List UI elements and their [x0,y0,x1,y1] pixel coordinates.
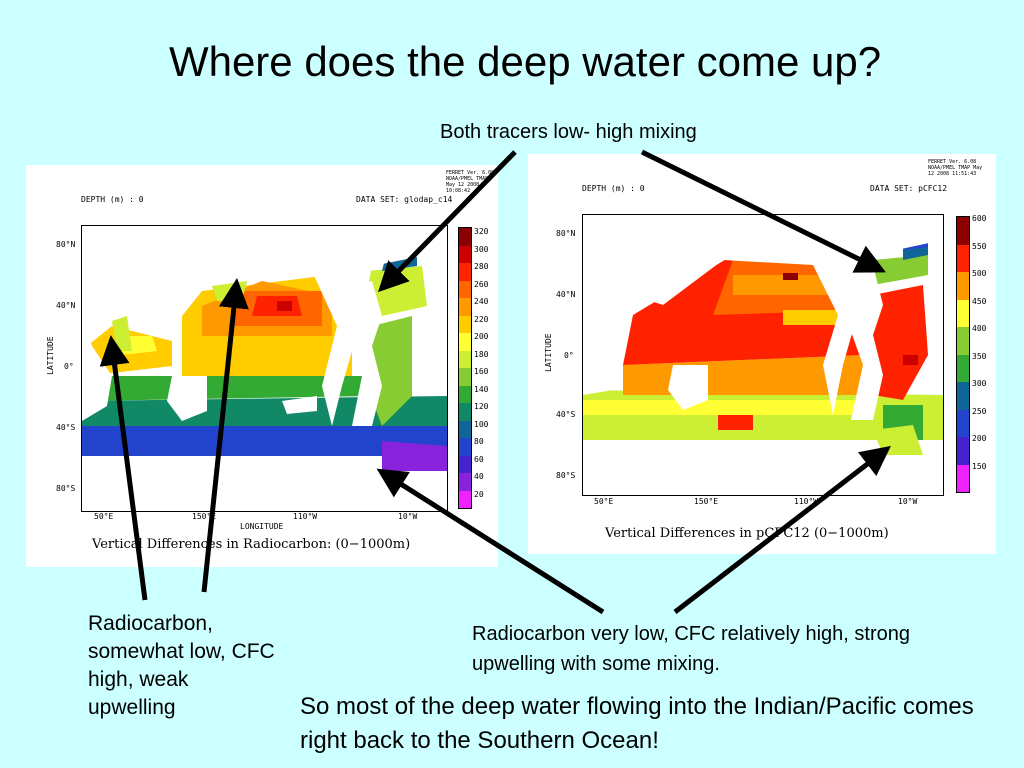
radiocarbon-colorbar [458,227,472,509]
ferret-info: FERRET Ver. 6.08 NOAA/PMEL TMAP May 12 2… [446,170,495,194]
lat-tick: 40°N [556,290,576,299]
lat-tick: 80°N [56,240,76,249]
lon-tick: 10°W [398,512,418,521]
depth-label: DEPTH (m) : 0 [81,195,144,204]
dataset-label: DATA SET: pCFC12 [870,184,948,193]
arrow-left-2 [201,278,249,593]
cfc12-caption: Vertical Differences in pCFC12 (0−1000m) [605,526,889,541]
colorbar-label: 200 [972,434,987,443]
lon-tick: 150°E [694,497,719,506]
lat-tick: 80°S [56,484,76,493]
lon-tick: 150°E [192,512,217,521]
colorbar-label: 200 [474,332,489,341]
colorbar-label: 350 [972,351,987,361]
colorbar-label: 300 [972,379,987,388]
colorbar-label: 400 [972,324,987,333]
ferret-info: FERRET Ver. 6.08 NOAA/PMEL TMAP May 12 2… [928,159,983,177]
cfc12-colorbar [956,216,970,493]
lon-tick: 110°W [293,512,318,521]
colorbar-label: 220 [474,314,489,324]
arrow-left-1 [99,335,148,601]
colorbar-label: 320 [474,227,489,236]
lat-tick: 0° [64,362,74,371]
cfc12-map-panel: FERRET Ver. 6.08 NOAA/PMEL TMAP May 12 2… [528,154,996,554]
lat-tick: 40°S [56,423,76,432]
x-axis-label: LONGITUDE [240,522,284,531]
colorbar-label: 500 [972,269,987,278]
lat-tick: 80°N [556,229,576,238]
note-radiocarbon-very-low: Radiocarbon very low, CFC relatively hig… [472,623,910,675]
lon-tick: 50°E [94,512,114,521]
slide-title: Where does the deep water come up? [168,38,882,85]
colorbar-label: 550 [972,241,987,251]
note-radiocarbon-somewhat-low: Radiocarbon, somewhat low, CFC high, wea… [88,612,275,719]
colorbar-label: 100 [474,419,489,429]
colorbar-label: 240 [474,297,489,306]
colorbar-label: 140 [474,384,489,394]
radiocarbon-caption: Vertical Differences in Radiocarbon: (0−… [92,537,411,552]
arrow-bottom-left [376,468,605,615]
lat-tick: 40°S [556,410,576,419]
arrow-bottom-right [673,445,891,614]
lon-tick: 110°W [794,497,819,506]
colorbar-label: 600 [972,214,987,223]
colorbar-label: 280 [474,262,489,271]
colorbar-label: 120 [474,402,489,411]
note-both-tracers: Both tracers low- high mixing [440,121,697,143]
lat-tick: 80°S [556,471,576,480]
colorbar-label: 300 [474,244,489,254]
arrow-top-left [378,150,517,293]
colorbar-label: 60 [474,454,484,464]
lon-tick: 10°W [898,497,918,506]
colorbar-label: 80 [474,437,484,446]
colorbar-label: 180 [474,349,489,359]
arrow-top-right [640,149,886,273]
colorbar-label: 40 [474,472,484,481]
lat-tick: 40°N [56,301,76,310]
dataset-label: DATA SET: glodap_c14 [356,195,453,204]
colorbar-label: 450 [972,296,987,306]
colorbar-label: 160 [474,367,489,376]
lon-tick: 50°E [594,497,614,506]
colorbar-label: 20 [474,489,484,499]
depth-label: DEPTH (m) : 0 [582,184,645,193]
note-summary: So most of the deep water flowing into t… [300,693,974,754]
lat-tick: 0° [564,351,574,360]
colorbar-label: 150 [972,461,987,471]
colorbar-label: 260 [474,279,489,289]
colorbar-label: 250 [972,406,987,416]
